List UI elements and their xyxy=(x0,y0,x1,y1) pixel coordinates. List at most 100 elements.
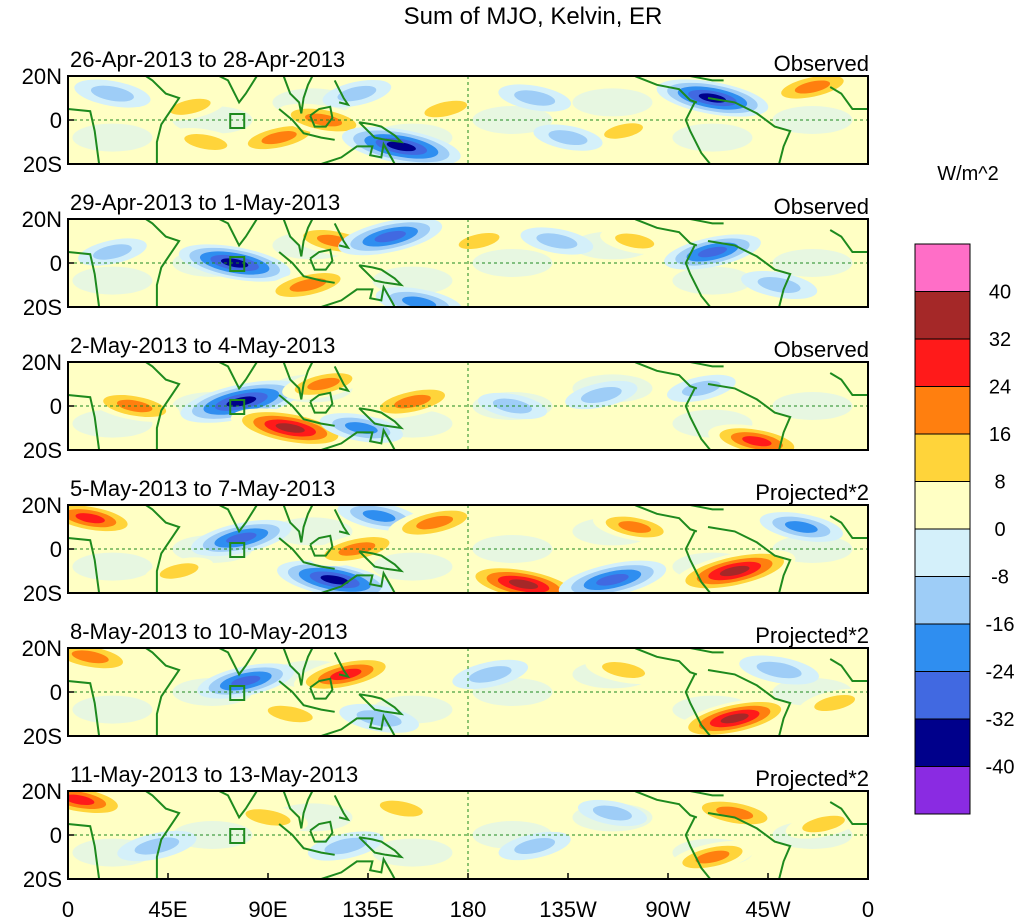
anomaly-cell xyxy=(798,688,868,718)
y-tick-label: 20N xyxy=(22,64,62,89)
y-tick-label: 20N xyxy=(22,350,62,375)
colorbar-level: -8 xyxy=(991,567,1009,589)
background-blob xyxy=(372,838,453,867)
colorbar-level: 16 xyxy=(989,424,1011,446)
coastline xyxy=(309,534,334,557)
contour-band xyxy=(720,713,749,724)
coastline xyxy=(320,570,396,593)
anomaly-cell xyxy=(585,655,662,685)
contour-band xyxy=(75,513,105,524)
coastline xyxy=(707,669,792,736)
x-tick-label: 0 xyxy=(862,897,874,921)
contour-band xyxy=(536,233,578,249)
contour-band xyxy=(697,246,728,258)
y-tick-label: 20S xyxy=(23,295,62,320)
contour-band xyxy=(337,85,377,102)
contour-band xyxy=(289,278,327,292)
panels: 20N 0 20S 26-Apr-2013 to 28-Apr-2013 Observe… xyxy=(22,47,869,892)
anomaly-cell xyxy=(558,560,667,593)
colorbar-unit: W/m^2 xyxy=(937,163,999,185)
contour-band xyxy=(90,85,134,102)
coastlines xyxy=(68,362,868,450)
contour-band xyxy=(275,423,305,433)
coastline xyxy=(278,394,335,427)
contour-band xyxy=(756,661,802,679)
coastline xyxy=(358,836,405,859)
contour-band xyxy=(220,258,249,268)
anomaly-field xyxy=(72,368,853,450)
colorbar-level: -32 xyxy=(986,709,1015,731)
coastline xyxy=(333,365,351,393)
anomaly-cell xyxy=(759,512,843,542)
contour-band xyxy=(742,436,772,447)
x-tick-label: 180 xyxy=(450,897,487,921)
coastline xyxy=(358,550,405,573)
y-tick-label: 0 xyxy=(50,823,62,848)
coastline xyxy=(690,648,724,654)
coastline xyxy=(278,680,335,713)
chart-title: Sum of MJO, Kelvin, ER xyxy=(404,3,663,30)
coastline xyxy=(690,505,724,511)
coastline xyxy=(358,693,405,716)
contour-band xyxy=(320,575,349,585)
reference-box xyxy=(229,399,246,415)
coastline xyxy=(829,801,868,825)
colorbar-swatch xyxy=(914,481,971,530)
anomaly-cell xyxy=(388,505,482,540)
contour-band xyxy=(602,662,646,678)
background-blob xyxy=(72,695,153,724)
contour-band xyxy=(794,80,831,94)
contour-band xyxy=(71,650,109,664)
x-axis: 0 45E 90E 135E 180 135W 90W 45W 0 xyxy=(62,873,874,921)
reference-box xyxy=(229,113,246,129)
x-tick-label: 135W xyxy=(539,897,597,921)
anomaly-cell xyxy=(589,117,658,145)
contour-band xyxy=(424,100,468,118)
coastline xyxy=(68,537,101,593)
reference-box xyxy=(229,256,246,272)
coastline xyxy=(707,97,792,164)
coastline xyxy=(145,362,181,450)
y-tick-label: 20N xyxy=(22,207,62,232)
colorbar-swatch xyxy=(914,623,971,672)
contour-band xyxy=(307,377,340,391)
contour-band xyxy=(159,563,199,579)
contour-band xyxy=(134,837,180,855)
y-tick-label: 20S xyxy=(23,438,62,463)
anomaly-cell xyxy=(178,244,291,282)
panel-6: 20N 0 20S 11-May-2013 to 13-May-2013 Project… xyxy=(22,762,869,892)
colorbar-swatch xyxy=(914,576,971,625)
panel-status: Observed xyxy=(774,337,869,362)
coastline xyxy=(829,372,868,396)
y-tick-label: 20S xyxy=(23,152,62,177)
panel-1: 20N 0 20S 26-Apr-2013 to 28-Apr-2013 Observe… xyxy=(22,47,869,177)
anomaly-cell xyxy=(687,796,782,830)
coastline xyxy=(634,791,698,819)
panel-status: Observed xyxy=(774,194,869,219)
contour-band xyxy=(267,705,313,723)
anomaly-cell xyxy=(498,84,571,112)
contour-band xyxy=(802,815,845,833)
anomaly-cell xyxy=(739,655,819,685)
coastline xyxy=(278,251,335,284)
x-tick-label: 45E xyxy=(148,897,187,921)
contour-band xyxy=(548,130,588,146)
panel-4: 20N 0 20S 5-May-2013 to 7-May-2013 Projected… xyxy=(22,476,869,606)
coastline xyxy=(282,505,314,543)
reference-box xyxy=(229,542,246,558)
contour-band xyxy=(719,565,750,577)
coastline xyxy=(68,680,101,736)
contour-band xyxy=(695,850,730,864)
panel-status: Projected*2 xyxy=(755,480,869,505)
coastline xyxy=(68,108,101,164)
coastline xyxy=(634,362,698,390)
coastlines xyxy=(68,505,868,593)
contour-band xyxy=(580,386,622,404)
contour-band xyxy=(93,244,132,260)
coastline xyxy=(309,391,334,414)
x-tick-label: 90W xyxy=(645,897,690,921)
y-tick-label: 0 xyxy=(50,537,62,562)
anomaly-cell xyxy=(117,830,197,862)
panel-3: 20N 0 20S 2-May-2013 to 4-May-2013 Observed xyxy=(22,333,869,463)
